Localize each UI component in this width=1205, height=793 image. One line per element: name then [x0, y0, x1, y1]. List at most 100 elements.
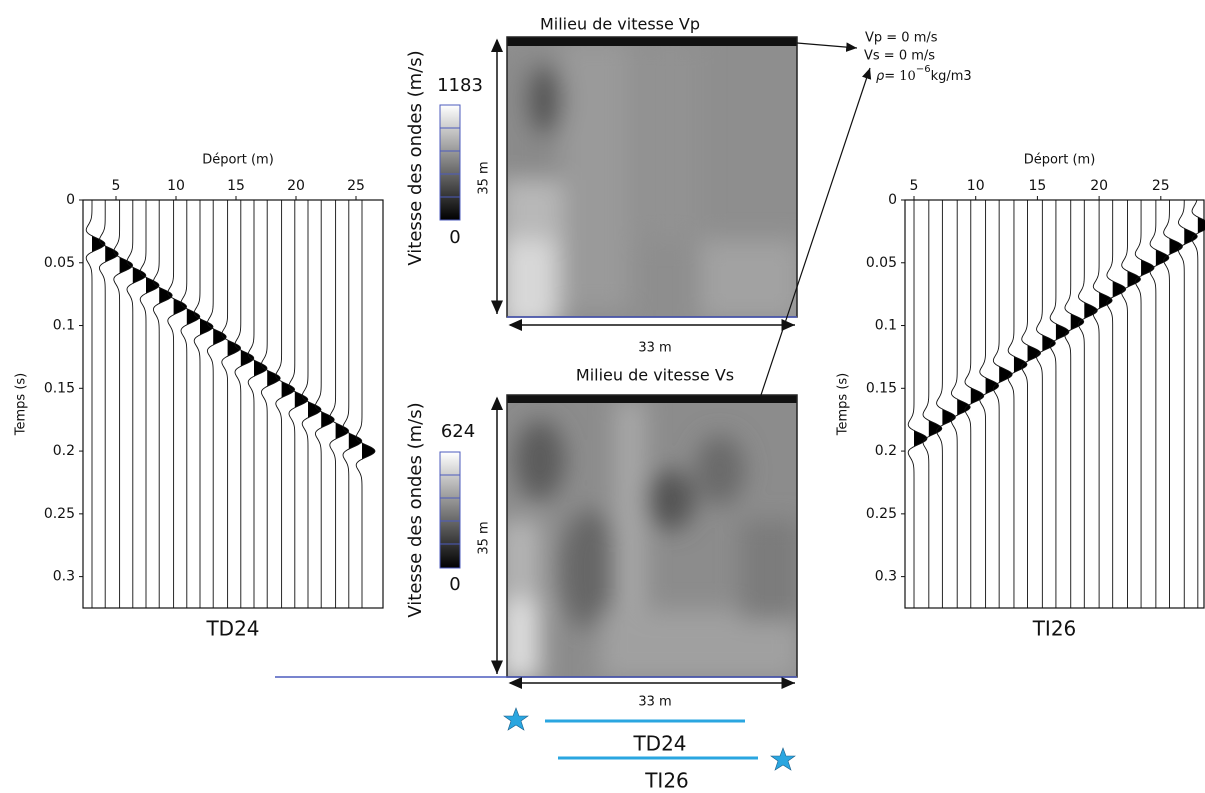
wiggle-fill	[92, 200, 105, 608]
wiggle-fill	[957, 200, 971, 608]
wiggle-fill	[1027, 200, 1041, 608]
colorbar-min: 0	[449, 227, 460, 248]
x-axis-label: Déport (m)	[202, 153, 274, 168]
wiggle-fill	[985, 200, 999, 608]
trace	[1191, 199, 1205, 608]
wiggle-fill	[1084, 200, 1098, 608]
wiggle-fill	[362, 200, 375, 608]
y-tick-label: 0	[66, 192, 75, 208]
wiggle-fill	[213, 200, 227, 608]
x-tick-label: 5	[112, 178, 121, 194]
trace	[1036, 200, 1056, 608]
x-tick-label: 10	[967, 178, 985, 194]
y-tick-label: 0.25	[44, 506, 75, 522]
wiggle-fill	[294, 200, 308, 608]
x-axis-label: Déport (m)	[1024, 153, 1096, 168]
trace	[206, 200, 227, 608]
wiggle-fill	[281, 200, 295, 608]
trace	[113, 200, 134, 608]
wiggle-fill	[173, 200, 187, 608]
wiggle-fill	[1127, 200, 1141, 608]
trace	[1163, 200, 1183, 608]
trace	[98, 200, 119, 608]
wiggle-fill	[119, 200, 133, 608]
width-label: 33 m	[638, 695, 671, 710]
trace	[355, 200, 376, 608]
x-tick-label: 10	[167, 178, 185, 194]
vp-model	[507, 37, 797, 317]
trace	[1149, 200, 1170, 608]
trace	[193, 200, 214, 608]
rho-base: 10	[899, 69, 916, 84]
y-axis-label: Temps (s)	[836, 373, 851, 436]
colorbar-max: 1183	[437, 75, 483, 96]
x-tick-label: 20	[1090, 178, 1108, 194]
trace	[221, 200, 242, 608]
trace	[275, 200, 296, 608]
trace	[342, 200, 363, 608]
colorbar-min: 0	[449, 574, 460, 595]
profile-label: TD24	[632, 732, 686, 756]
x-tick-label: 5	[910, 178, 919, 194]
rho-prefix: ρ=	[876, 69, 899, 84]
y-tick-label: 0.25	[866, 506, 897, 522]
rho-unit: kg/m3	[931, 69, 972, 84]
wiggle-fill	[159, 200, 173, 608]
y-tick-label: 0.2	[875, 443, 897, 459]
trace	[1078, 200, 1098, 608]
y-tick-label: 0.2	[53, 443, 75, 459]
panel-frame	[904, 199, 1205, 609]
colorbar-label: Vitesse des ondes (m/s)	[405, 402, 426, 617]
trace	[234, 200, 255, 608]
condition-vs: Vs = 0 m/s	[864, 49, 935, 64]
x-tick-label: 25	[347, 178, 365, 194]
source-star	[770, 747, 796, 771]
trace	[1021, 200, 1042, 608]
y-tick-label: 0.3	[875, 569, 897, 585]
wiggle-fill	[200, 200, 213, 608]
x-tick-label: 20	[287, 178, 305, 194]
model-title: Milieu de vitesse Vs	[576, 366, 734, 385]
trace	[85, 200, 106, 608]
pointer-arrow	[759, 67, 872, 399]
wiggle-fill	[1055, 200, 1069, 608]
trace	[260, 200, 281, 608]
trace	[314, 200, 335, 608]
panel-title: TI26	[1032, 617, 1077, 641]
trace	[152, 200, 173, 608]
wiggle-fill	[1169, 200, 1183, 608]
wiggle-fill	[942, 200, 956, 608]
wiggle-fill	[1155, 200, 1169, 608]
wiggle-fill	[1184, 200, 1198, 608]
colorbar-vp	[439, 104, 461, 221]
trace	[247, 200, 268, 608]
trace	[907, 200, 928, 608]
panel-title: TD24	[205, 617, 259, 641]
y-tick-label: 0.1	[53, 318, 75, 334]
wiggle-fill	[186, 200, 200, 608]
y-tick-label: 0.3	[53, 569, 75, 585]
wiggle-fill	[1141, 200, 1155, 608]
profile-label: TI26	[644, 769, 689, 793]
trace	[1178, 199, 1198, 608]
trace	[964, 200, 985, 608]
wiggle-fill	[321, 200, 335, 608]
trace	[1007, 200, 1028, 608]
trace	[922, 200, 943, 608]
condition-rho: ρ= 10−6kg/m3	[876, 64, 972, 84]
source-star	[503, 707, 529, 731]
trace	[992, 200, 1013, 608]
condition-vp: Vp = 0 m/s	[865, 31, 938, 46]
trace	[1121, 200, 1141, 608]
panel-frame	[82, 199, 384, 609]
colorbar-max: 624	[441, 421, 475, 442]
trace	[180, 200, 201, 608]
rho-exponent: −6	[916, 64, 931, 75]
trace	[329, 200, 350, 608]
wiggle-fill	[1042, 200, 1056, 608]
depth-label: 35 m	[477, 521, 492, 554]
wiggle-fill	[267, 200, 281, 608]
wiggle-fill	[254, 200, 267, 608]
trace	[1064, 200, 1085, 608]
x-tick-label: 15	[227, 178, 245, 194]
